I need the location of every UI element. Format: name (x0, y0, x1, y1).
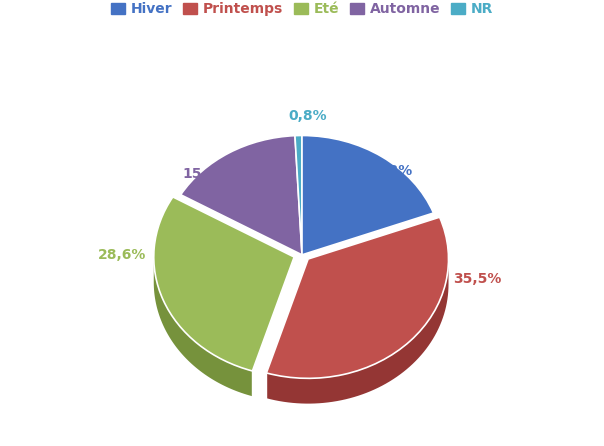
Text: 35,5%: 35,5% (454, 272, 502, 286)
Text: 15,8%: 15,8% (182, 167, 231, 181)
Wedge shape (302, 136, 434, 255)
Text: 28,6%: 28,6% (98, 248, 147, 262)
Text: 19,3%: 19,3% (365, 164, 413, 178)
Legend: Hiver, Printemps, Eté, Automne, NR: Hiver, Printemps, Eté, Automne, NR (105, 0, 499, 22)
Wedge shape (295, 136, 302, 255)
Wedge shape (181, 136, 302, 255)
Wedge shape (154, 197, 294, 371)
Text: 0,8%: 0,8% (288, 109, 327, 124)
Polygon shape (266, 259, 449, 404)
Polygon shape (154, 257, 252, 396)
Wedge shape (266, 217, 449, 378)
